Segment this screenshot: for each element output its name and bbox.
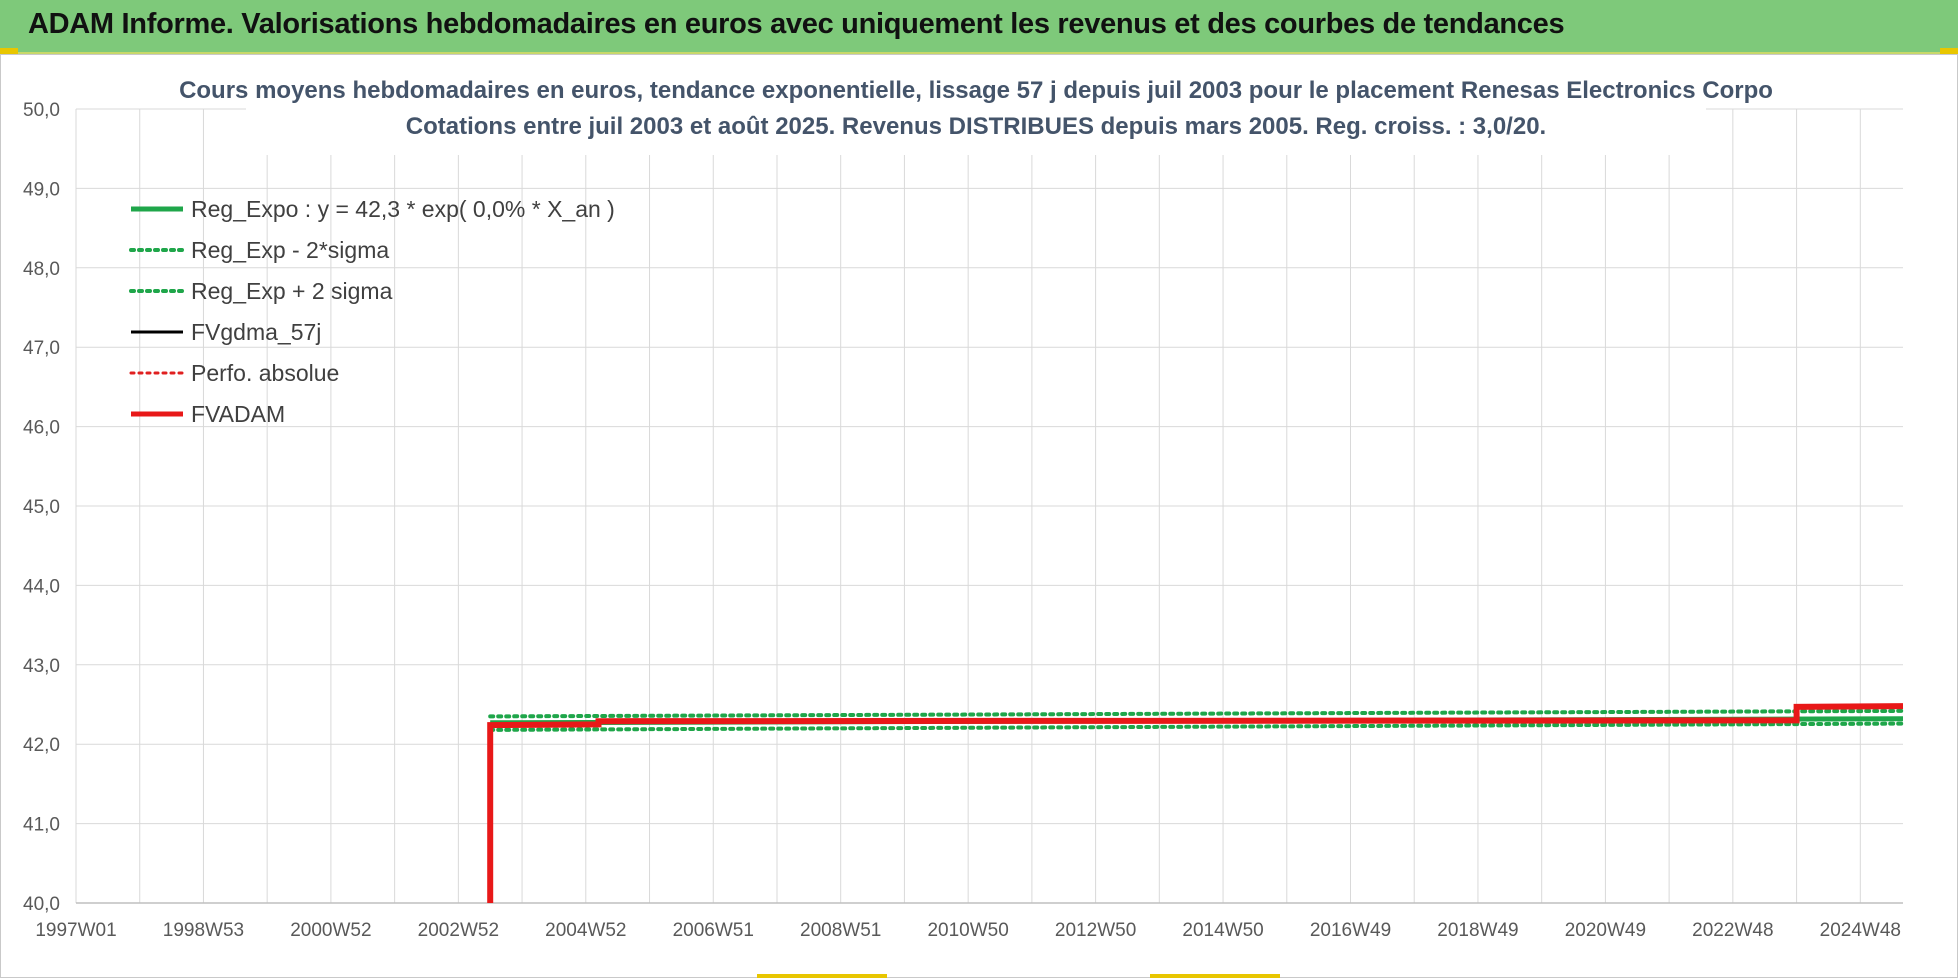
chart-svg: 40,0 41,0 42,0 43,0 44,0 45,0 46,0 47,0 48,0 49,0…	[23, 59, 1905, 941]
legend-label: FVADAM	[191, 401, 285, 427]
chart-area: 40,0 41,0 42,0 43,0 44,0 45,0 46,0 47,0 48,0 49,0…	[0, 54, 1958, 978]
y-tick-label: 47,0	[23, 338, 60, 359]
x-tick-label: 2020W49	[1565, 920, 1646, 941]
y-tick-label: 43,0	[23, 656, 60, 677]
series-line-1	[488, 721, 1905, 732]
chart-titles: Cours moyens hebdomadaires en euros, ten…	[179, 59, 1773, 155]
legend: Reg_Expo : y = 42,3 * exp( 0,0% * X_an )…	[129, 196, 615, 427]
title-background	[246, 59, 1706, 155]
series-line-2	[488, 708, 1905, 719]
top-banner: ADAM Informe. Valorisations hebdomadaire…	[0, 0, 1958, 54]
x-tick-label: 2016W49	[1310, 920, 1391, 941]
bottom-marker	[1150, 974, 1280, 978]
legend-label: Reg_Expo : y = 42,3 * exp( 0,0% * X_an )	[191, 196, 615, 222]
y-tick-label: 40,0	[23, 894, 60, 915]
x-tick-label: 2014W50	[1182, 920, 1263, 941]
x-tick-label: 2004W52	[545, 920, 626, 941]
x-tick-label: 2010W50	[927, 920, 1008, 941]
y-tick-labels: 40,0 41,0 42,0 43,0 44,0 45,0 46,0 47,0 48,0 49,0…	[23, 100, 60, 915]
y-tick-label: 44,0	[23, 576, 60, 597]
series-lines	[487, 703, 1905, 903]
bottom-marker	[757, 974, 887, 978]
x-tick-label: 2012W50	[1055, 920, 1136, 941]
x-tick-label: 2022W48	[1692, 920, 1773, 941]
chart-title: Cours moyens hebdomadaires en euros, ten…	[179, 77, 1773, 104]
y-tick-label: 46,0	[23, 418, 60, 439]
banner-title: ADAM Informe. Valorisations hebdomadaire…	[28, 8, 1565, 40]
x-tick-label: 2024W48	[1820, 920, 1901, 941]
x-tick-label: 1997W01	[35, 920, 116, 941]
x-tick-label: 1998W53	[163, 920, 244, 941]
y-tick-label: 50,0	[23, 100, 60, 121]
grid-lines	[75, 108, 1903, 904]
series-line-5	[487, 703, 1904, 903]
y-tick-label: 49,0	[23, 179, 60, 200]
y-tick-label: 45,0	[23, 497, 60, 518]
corner-marker-left	[0, 48, 18, 54]
legend-label: Reg_Exp - 2*sigma	[191, 237, 389, 263]
chart-subtitle: Cotations entre juil 2003 et août 2025. …	[406, 113, 1546, 140]
legend-label: FVgdma_57j	[191, 319, 321, 345]
x-tick-label: 2008W51	[800, 920, 881, 941]
x-tick-label: 2018W49	[1437, 920, 1518, 941]
corner-marker-right	[1940, 48, 1958, 54]
legend-label: Perfo. absolue	[191, 360, 339, 386]
legend-label: Reg_Exp + 2 sigma	[191, 278, 393, 304]
y-tick-label: 48,0	[23, 259, 60, 280]
y-tick-label: 42,0	[23, 735, 60, 756]
x-tick-label: 2006W51	[673, 920, 754, 941]
x-tick-label: 2002W52	[418, 920, 499, 941]
x-tick-labels: 1997W01 1998W53 2000W52 2002W52 2004W52 2006W…	[35, 920, 1901, 941]
y-tick-label: 41,0	[23, 815, 60, 836]
x-tick-label: 2000W52	[290, 920, 371, 941]
